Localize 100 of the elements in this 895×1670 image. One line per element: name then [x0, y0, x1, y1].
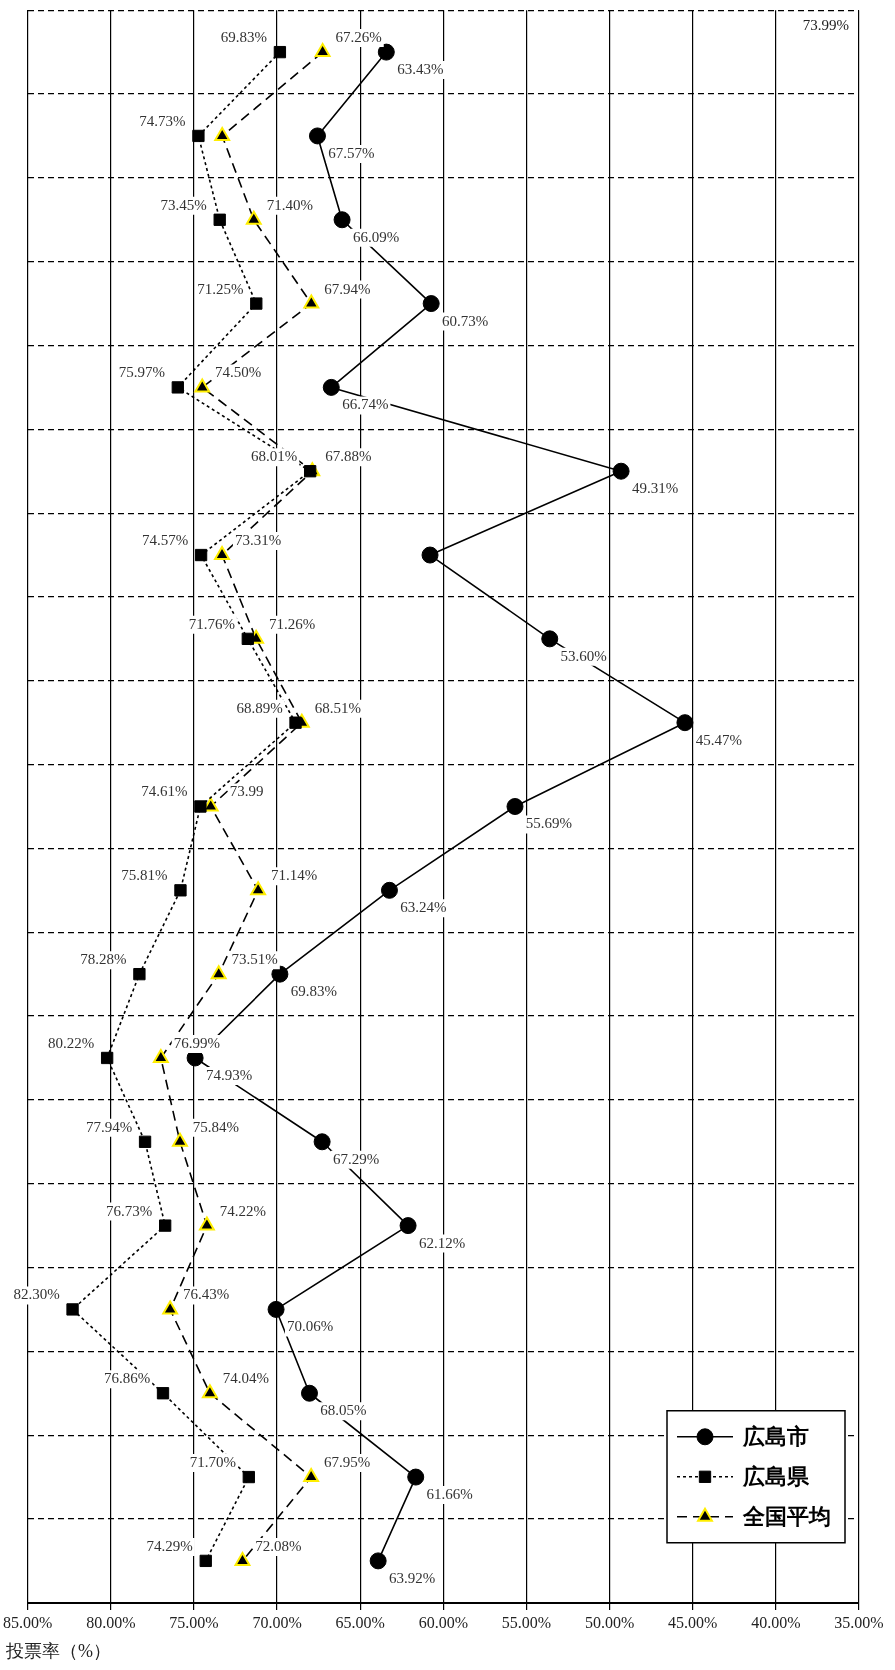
point	[172, 1132, 188, 1147]
point	[506, 798, 524, 815]
x-tick-label: 50.00%	[584, 1613, 635, 1631]
data-label: 74.04%	[222, 1370, 270, 1387]
data-label: 75.84%	[192, 1118, 240, 1135]
data-label: 74.50%	[215, 364, 262, 381]
point	[152, 1048, 169, 1063]
data-label: 75.97%	[118, 364, 165, 381]
x-tick-label: 60.00%	[418, 1613, 468, 1631]
data-label: 74.93%	[205, 1066, 253, 1083]
point	[369, 1552, 387, 1570]
data-label: 73.51%	[231, 951, 278, 968]
point	[162, 1300, 179, 1315]
legend-label: 広島市	[742, 1423, 809, 1449]
data-label: 53.60%	[560, 647, 607, 664]
data-label: 68.05%	[320, 1402, 367, 1419]
data-label: 71.76%	[188, 615, 235, 632]
point	[421, 546, 439, 564]
point	[245, 210, 262, 225]
data-label: 77.94%	[85, 1118, 133, 1135]
point	[273, 45, 287, 59]
data-label: 76.86%	[103, 1370, 151, 1387]
data-label: 70.06%	[286, 1318, 334, 1335]
point	[100, 1051, 114, 1065]
point	[138, 1135, 152, 1148]
data-label: 69.83%	[290, 983, 338, 1000]
data-label: 55.69%	[525, 815, 573, 832]
x-tick-label: 45.00%	[668, 1613, 718, 1631]
point	[156, 1387, 170, 1400]
data-label: 67.95%	[324, 1454, 371, 1471]
data-label: 71.40%	[266, 196, 313, 213]
point	[199, 1554, 212, 1568]
data-label: 61.66%	[426, 1486, 473, 1503]
point	[242, 1470, 255, 1484]
x-tick-label: 55.00%	[501, 1613, 552, 1631]
x-tick-label: 65.00%	[335, 1613, 385, 1631]
point	[308, 127, 326, 145]
point	[214, 126, 231, 141]
point	[267, 1300, 285, 1318]
point	[250, 881, 267, 896]
point	[66, 1303, 79, 1316]
data-label: 76.99%	[173, 1034, 220, 1051]
point	[192, 129, 205, 143]
x-tick-label: 35.00%	[834, 1613, 884, 1631]
point	[194, 378, 211, 393]
x-tick-label: 75.00%	[169, 1613, 219, 1631]
x-tick-label: 80.00%	[86, 1613, 136, 1631]
point	[541, 630, 559, 648]
point	[133, 967, 146, 981]
data-label: 63.24%	[400, 899, 447, 916]
legend-label: 広島県	[742, 1463, 810, 1489]
point	[210, 965, 227, 980]
point	[250, 297, 263, 310]
x-tick-label: 40.00%	[751, 1613, 801, 1631]
data-label: 71.25%	[197, 280, 244, 297]
point	[313, 1133, 331, 1151]
point	[171, 381, 184, 394]
point	[159, 1219, 172, 1232]
data-label: 74.22%	[219, 1202, 267, 1219]
data-label: 63.92%	[389, 1569, 436, 1586]
data-label: 68.89%	[236, 699, 283, 716]
point	[676, 714, 694, 732]
data-label: 62.12%	[418, 1234, 466, 1251]
data-label: 82.30%	[13, 1286, 60, 1303]
data-label: 73.99	[229, 783, 264, 800]
point	[377, 43, 395, 61]
point	[322, 378, 340, 396]
data-label: 74.57%	[141, 531, 189, 548]
point	[289, 716, 302, 729]
data-label: 67.29%	[333, 1150, 380, 1167]
point	[201, 1384, 218, 1399]
point	[194, 800, 207, 813]
data-label: 72.08%	[255, 1537, 302, 1554]
x-axis-title: 投票率（%）	[5, 1640, 111, 1661]
point	[234, 1551, 251, 1566]
data-label: 67.88%	[325, 448, 372, 465]
data-label: 67.26%	[335, 29, 382, 46]
point	[407, 1468, 425, 1486]
data-label: 66.74%	[342, 396, 389, 413]
legend-label: 全国平均	[742, 1503, 831, 1529]
data-label: 45.47%	[695, 731, 743, 748]
data-label: 69.83%	[220, 29, 268, 46]
point	[194, 548, 208, 562]
data-label: 68.51%	[314, 699, 361, 716]
data-label: 76.43%	[183, 1286, 230, 1303]
point	[174, 884, 187, 897]
data-label: 73.31%	[234, 531, 282, 548]
data-label: 74.73%	[139, 112, 186, 129]
data-label: 67.57%	[328, 144, 375, 161]
data-label: 73.45%	[160, 196, 207, 213]
point	[422, 295, 440, 313]
data-label: 71.26%	[268, 615, 316, 632]
point	[399, 1217, 417, 1235]
data-label: 78.28%	[80, 951, 127, 968]
data-label: 76.73%	[106, 1202, 153, 1219]
point	[314, 43, 331, 58]
x-tick-label: 70.00%	[252, 1613, 302, 1631]
point	[303, 1468, 320, 1483]
data-label: 80.22%	[48, 1034, 95, 1051]
point	[303, 294, 320, 309]
